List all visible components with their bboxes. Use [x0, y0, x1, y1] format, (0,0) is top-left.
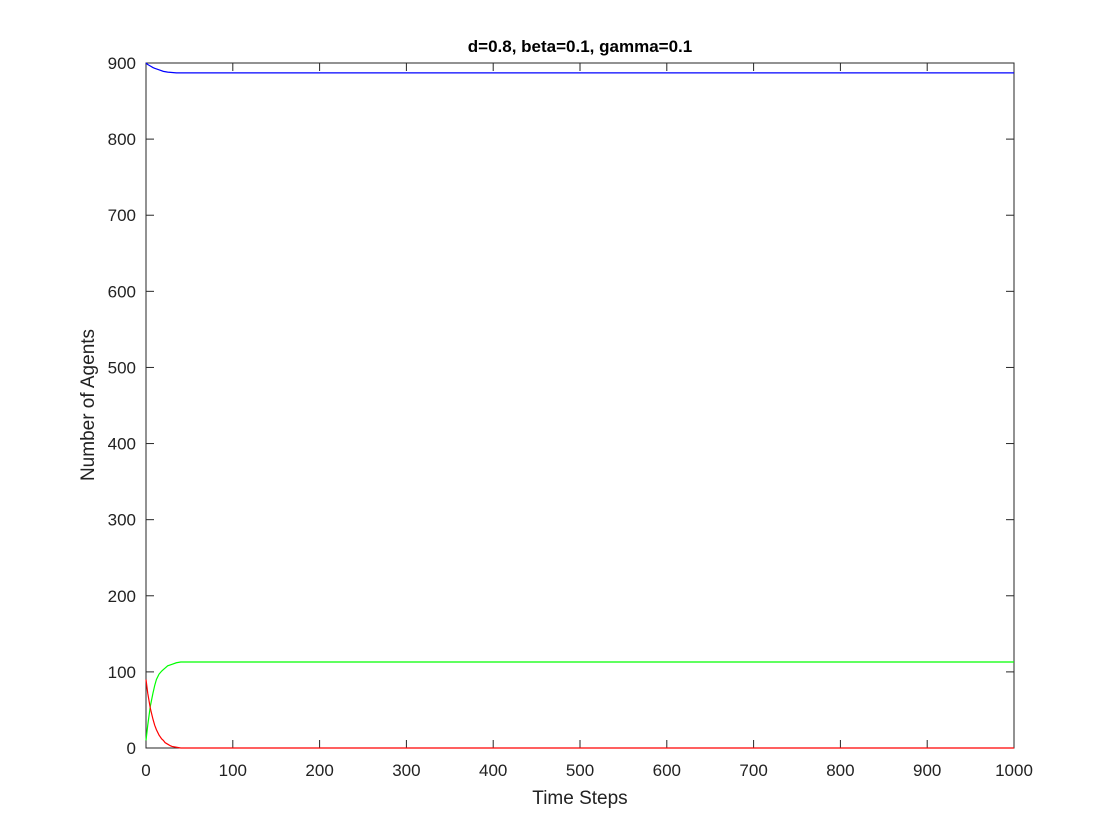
series-line-red [145, 679, 1014, 749]
y-tick-label: 600 [108, 282, 136, 301]
axes-box [145, 62, 1015, 749]
y-tick-label: 800 [108, 130, 136, 149]
series-line-blue [145, 62, 1014, 74]
tick-labels: 0 100 200 300 400 500 600 700 800 900 1000 0 100 200 3… [108, 54, 1033, 780]
y-tick-label: 300 [108, 511, 136, 530]
series-line-green [145, 661, 1014, 741]
y-tick-label: 700 [108, 206, 136, 225]
x-axis-title: Time Steps [532, 788, 627, 809]
x-tick-label: 800 [826, 761, 854, 780]
x-tick-label: 100 [219, 761, 247, 780]
x-tick-label: 400 [479, 761, 507, 780]
x-tick-label: 1000 [995, 761, 1033, 780]
y-tick-label: 900 [108, 54, 136, 73]
y-tick-label: 0 [127, 739, 136, 758]
x-tick-label: 700 [739, 761, 767, 780]
plot-area [145, 62, 1015, 749]
x-tick-label: 900 [913, 761, 941, 780]
y-axis-title: Number of Agents [78, 329, 99, 481]
y-tick-label: 100 [108, 663, 136, 682]
y-tick-label: 400 [108, 435, 136, 454]
x-tick-label: 600 [653, 761, 681, 780]
chart-title: d=0.8, beta=0.1, gamma=0.1 [468, 37, 692, 56]
series-lines [145, 62, 1014, 749]
x-tick-label: 500 [566, 761, 594, 780]
y-tick-label: 500 [108, 358, 136, 377]
x-tick-label: 200 [305, 761, 333, 780]
x-tick-label: 0 [141, 761, 150, 780]
y-tick-label: 200 [108, 587, 136, 606]
x-tick-label: 300 [392, 761, 420, 780]
axis-ticks [145, 62, 1015, 749]
